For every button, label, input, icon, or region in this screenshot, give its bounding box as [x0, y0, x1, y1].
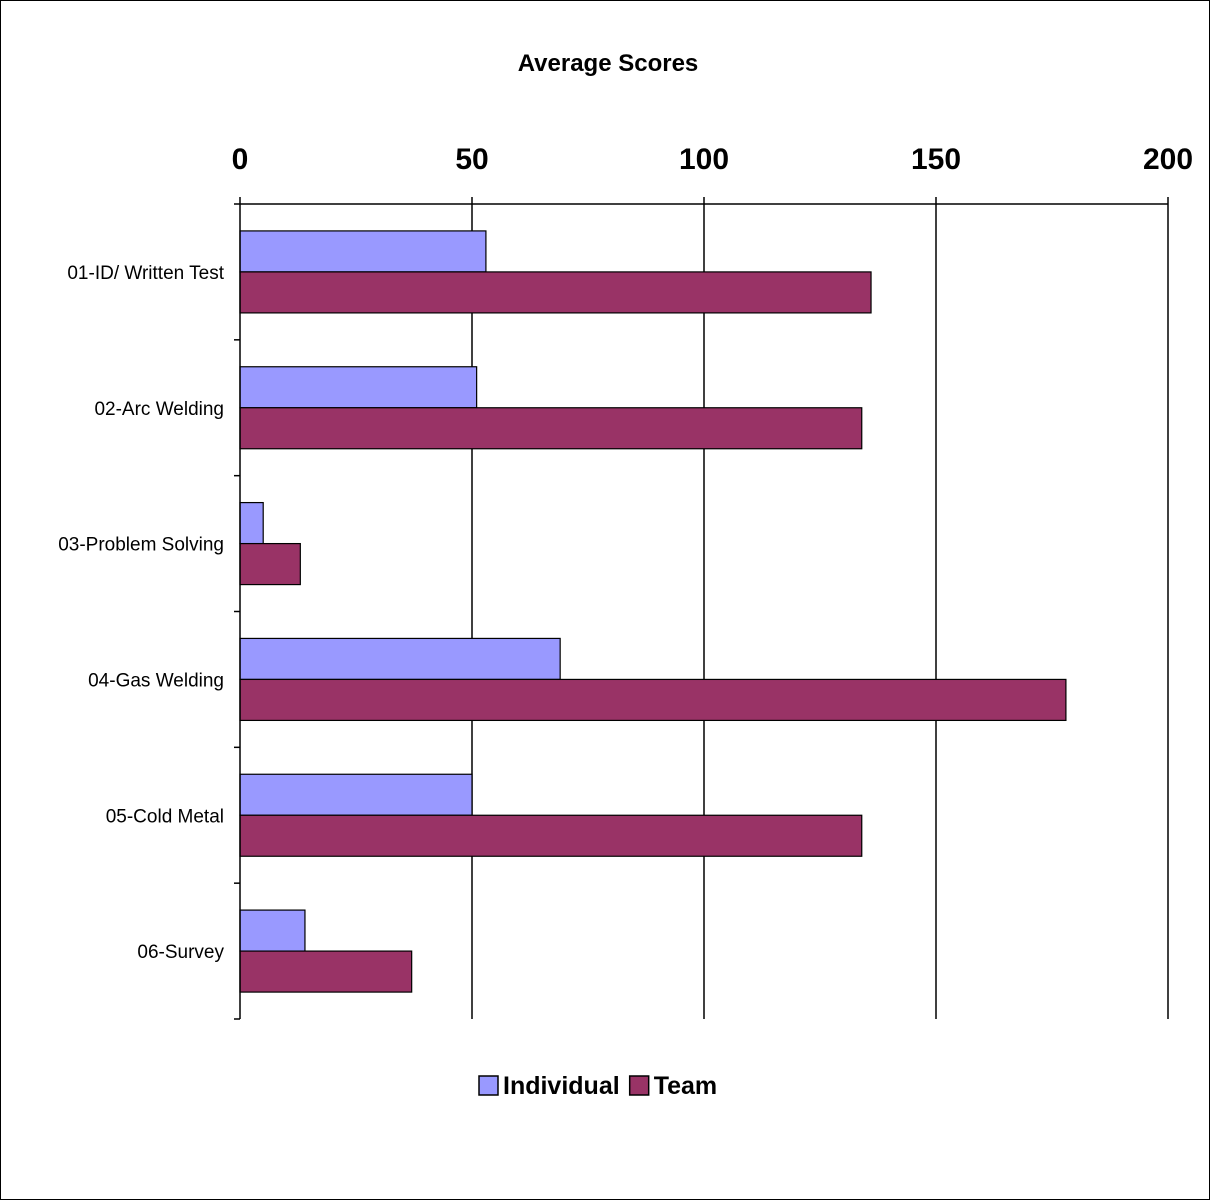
bar-team	[239, 542, 301, 586]
bar-team	[239, 407, 863, 450]
bar-individual	[239, 773, 473, 816]
axes	[234, 197, 1169, 1020]
bar-team	[239, 678, 1067, 722]
legend-label-individual: Individual	[503, 1072, 620, 1100]
x-tick-label: 200	[1143, 143, 1193, 176]
y-tick-label: 06-Survey	[137, 942, 224, 963]
y-tick-label: 03-Problem Solving	[58, 535, 224, 556]
bar-individual	[239, 366, 478, 409]
y-tick-label: 04-Gas Welding	[88, 670, 224, 691]
x-tick-label: 50	[455, 143, 488, 176]
legend-swatch-individual	[478, 1075, 499, 1096]
x-tick-label: 150	[911, 143, 961, 176]
bar-team	[239, 271, 872, 314]
legend-label-team: Team	[654, 1072, 717, 1100]
chart-title: Average Scores	[518, 50, 699, 77]
legend-swatch-team	[628, 1075, 650, 1096]
x-tick-label: 100	[679, 143, 729, 176]
bar-individual	[239, 637, 561, 681]
y-tick-label: 01-ID/ Written Test	[67, 263, 224, 284]
bar-individual	[239, 230, 487, 273]
bar-team	[239, 950, 413, 993]
bar-individual	[239, 909, 306, 952]
x-tick-labels: 0 50 100 150 200	[232, 143, 1193, 176]
bars	[239, 230, 1067, 993]
y-tick-label: 05-Cold Metal	[106, 806, 224, 827]
x-tick-label: 0	[232, 143, 249, 176]
y-tick-labels: 01-ID/ Written Test 02-Arc Welding 03-Prob…	[58, 263, 225, 963]
bar-team	[239, 814, 863, 857]
legend: Individual Team	[478, 1072, 717, 1100]
bar-individual	[239, 501, 264, 545]
y-tick-label: 02-Arc Welding	[94, 399, 224, 420]
gridlines	[471, 204, 1169, 1019]
